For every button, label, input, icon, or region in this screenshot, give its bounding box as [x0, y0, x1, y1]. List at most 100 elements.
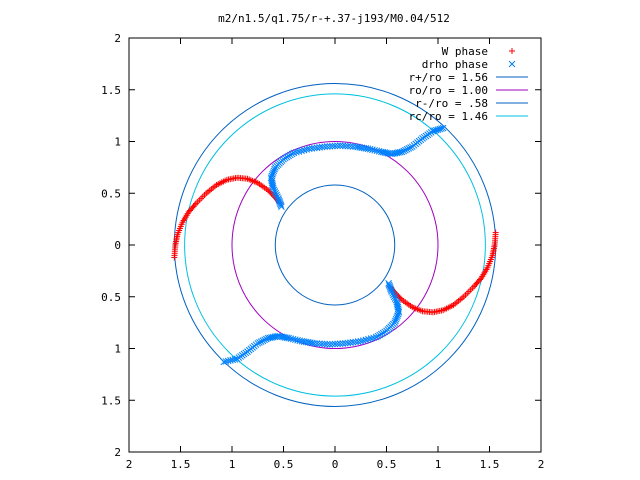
drho-phase-point: [233, 355, 241, 363]
drho-phase-point: [367, 335, 375, 342]
x-tick-label: 0.5: [274, 458, 294, 471]
drho-phase-point: [308, 145, 316, 152]
drho-phase-point: [347, 142, 354, 150]
drho-phase-point: [274, 195, 282, 202]
drho-phase-point: [400, 147, 408, 155]
drho-phase-point: [336, 142, 344, 149]
x-tick-label: 1.5: [480, 458, 500, 471]
drho-phase-point: [402, 146, 409, 154]
y-tick-label: 2: [114, 32, 121, 45]
drho-phase-point: [390, 293, 398, 301]
drho-phase-point: [277, 201, 285, 209]
drho-phase-point: [331, 340, 339, 348]
drho-phase-point: [336, 340, 344, 348]
drho-phase-point: [386, 282, 393, 290]
drho-phase-point: [405, 145, 413, 152]
drho-phase-point: [334, 142, 341, 150]
drho-phase-point: [269, 184, 277, 192]
drho-phase-point: [375, 147, 383, 155]
drho-phase-point: [285, 334, 293, 342]
drho-phase-point: [268, 177, 276, 185]
drho-phase-point: [392, 315, 400, 323]
y-tick-label: 1: [114, 136, 121, 149]
drho-phase-point: [387, 286, 395, 294]
drho-phase-point: [381, 149, 389, 156]
drho-phase-point: [283, 334, 291, 342]
drho-phase-point: [229, 356, 237, 364]
legend-label: W phase: [442, 45, 488, 58]
drho-phase-point: [323, 340, 331, 348]
drho-phase-point: [384, 149, 392, 157]
y-tick-label: 1.5: [101, 84, 121, 97]
drho-phase-point: [270, 167, 278, 175]
drho-phase-point: [387, 285, 394, 293]
drho-phase-point: [329, 340, 336, 348]
drho-phase-point: [222, 358, 230, 365]
drho-phase-point: [344, 339, 352, 347]
drho-phase-point: [270, 186, 278, 194]
chart-title: m2/n1.5/q1.75/r-+.37-j193/M0.04/512: [218, 12, 450, 25]
legend-label: rc/ro = 1.46: [409, 110, 488, 123]
drho-phase-point: [269, 181, 276, 188]
drho-phase-point: [341, 339, 349, 347]
drho-phase-point: [385, 281, 393, 289]
drho-phase-point: [274, 193, 281, 201]
reference-circles: [173, 83, 497, 407]
drho-phase-point: [385, 279, 392, 287]
drho-phase-point: [277, 200, 284, 208]
x-tick-label: 0: [332, 458, 339, 471]
drho-phase-point: [256, 339, 263, 346]
drho-phase-point: [316, 340, 323, 348]
drho-phase-point: [344, 142, 352, 150]
drho-phase-point: [331, 142, 339, 150]
drho-phase-point: [231, 356, 239, 363]
drho-phase-point: [281, 334, 289, 341]
drho-phase-point: [311, 144, 318, 152]
drho-phase-point: [362, 336, 370, 344]
drho-phase-point: [267, 174, 275, 182]
drho-phase-point: [269, 170, 276, 178]
legend-label: ro/ro = 1.00: [409, 84, 488, 97]
drho-phase-point: [321, 143, 329, 151]
drho-phase-point: [313, 144, 321, 152]
x-tick-label: 1: [435, 458, 442, 471]
x-tick-label: 0.5: [377, 458, 397, 471]
drho-phase-point: [318, 143, 326, 151]
drho-phase-point: [321, 340, 329, 348]
x-tick-label: 2: [538, 458, 545, 471]
legend-label: r+/ro = 1.56: [409, 71, 488, 84]
drho-phase-point: [394, 312, 401, 320]
drho-phase-point: [349, 338, 357, 346]
drho-phase-point: [318, 340, 326, 348]
drho-phase-point: [370, 334, 377, 342]
drho-phase-point: [295, 148, 303, 155]
drho-phase-point: [293, 148, 300, 156]
drho-phase-point: [272, 189, 280, 197]
drho-phase-point: [298, 147, 305, 155]
y-tick-label: 0: [114, 239, 121, 252]
y-tick-label: 1.5: [101, 394, 121, 407]
drho-phase-point: [377, 148, 385, 156]
drho-phase-point: [303, 146, 311, 153]
drho-phase-point: [323, 143, 331, 150]
drho-phase-point: [438, 125, 445, 132]
drho-phase-point: [287, 335, 295, 343]
ref-circle: [184, 93, 486, 397]
drho-phase-point: [278, 203, 285, 211]
y-tick-label: 0.5: [101, 187, 121, 200]
drho-phase-point: [394, 310, 402, 318]
drho-phase-point: [388, 288, 396, 295]
x-tick-label: 1.5: [171, 458, 191, 471]
axis-ticks: 2 1.5 1 0.5 0 0.5 1 1.5 221.510.500.511.52: [101, 32, 544, 471]
drho-phase-point: [300, 146, 308, 154]
drho-phase-point: [357, 337, 365, 345]
drho-phase-point: [339, 142, 347, 150]
drho-phase-point: [261, 336, 268, 344]
drho-phase-point: [394, 302, 401, 309]
drho-phase-point: [278, 333, 286, 341]
drho-phase-point: [394, 303, 402, 311]
drho-phase-point: [268, 179, 276, 187]
drho-phase-point: [390, 291, 397, 299]
